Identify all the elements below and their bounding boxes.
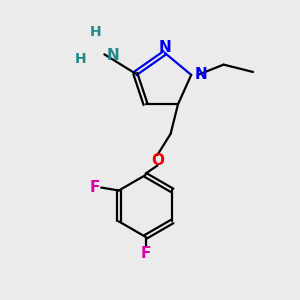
Text: N: N	[195, 68, 208, 82]
Text: O: O	[151, 153, 164, 168]
Text: N: N	[107, 48, 119, 63]
Text: F: F	[90, 180, 101, 195]
Text: H: H	[90, 25, 101, 39]
Text: F: F	[140, 246, 151, 261]
Text: N: N	[159, 40, 172, 55]
Text: H: H	[75, 52, 87, 66]
